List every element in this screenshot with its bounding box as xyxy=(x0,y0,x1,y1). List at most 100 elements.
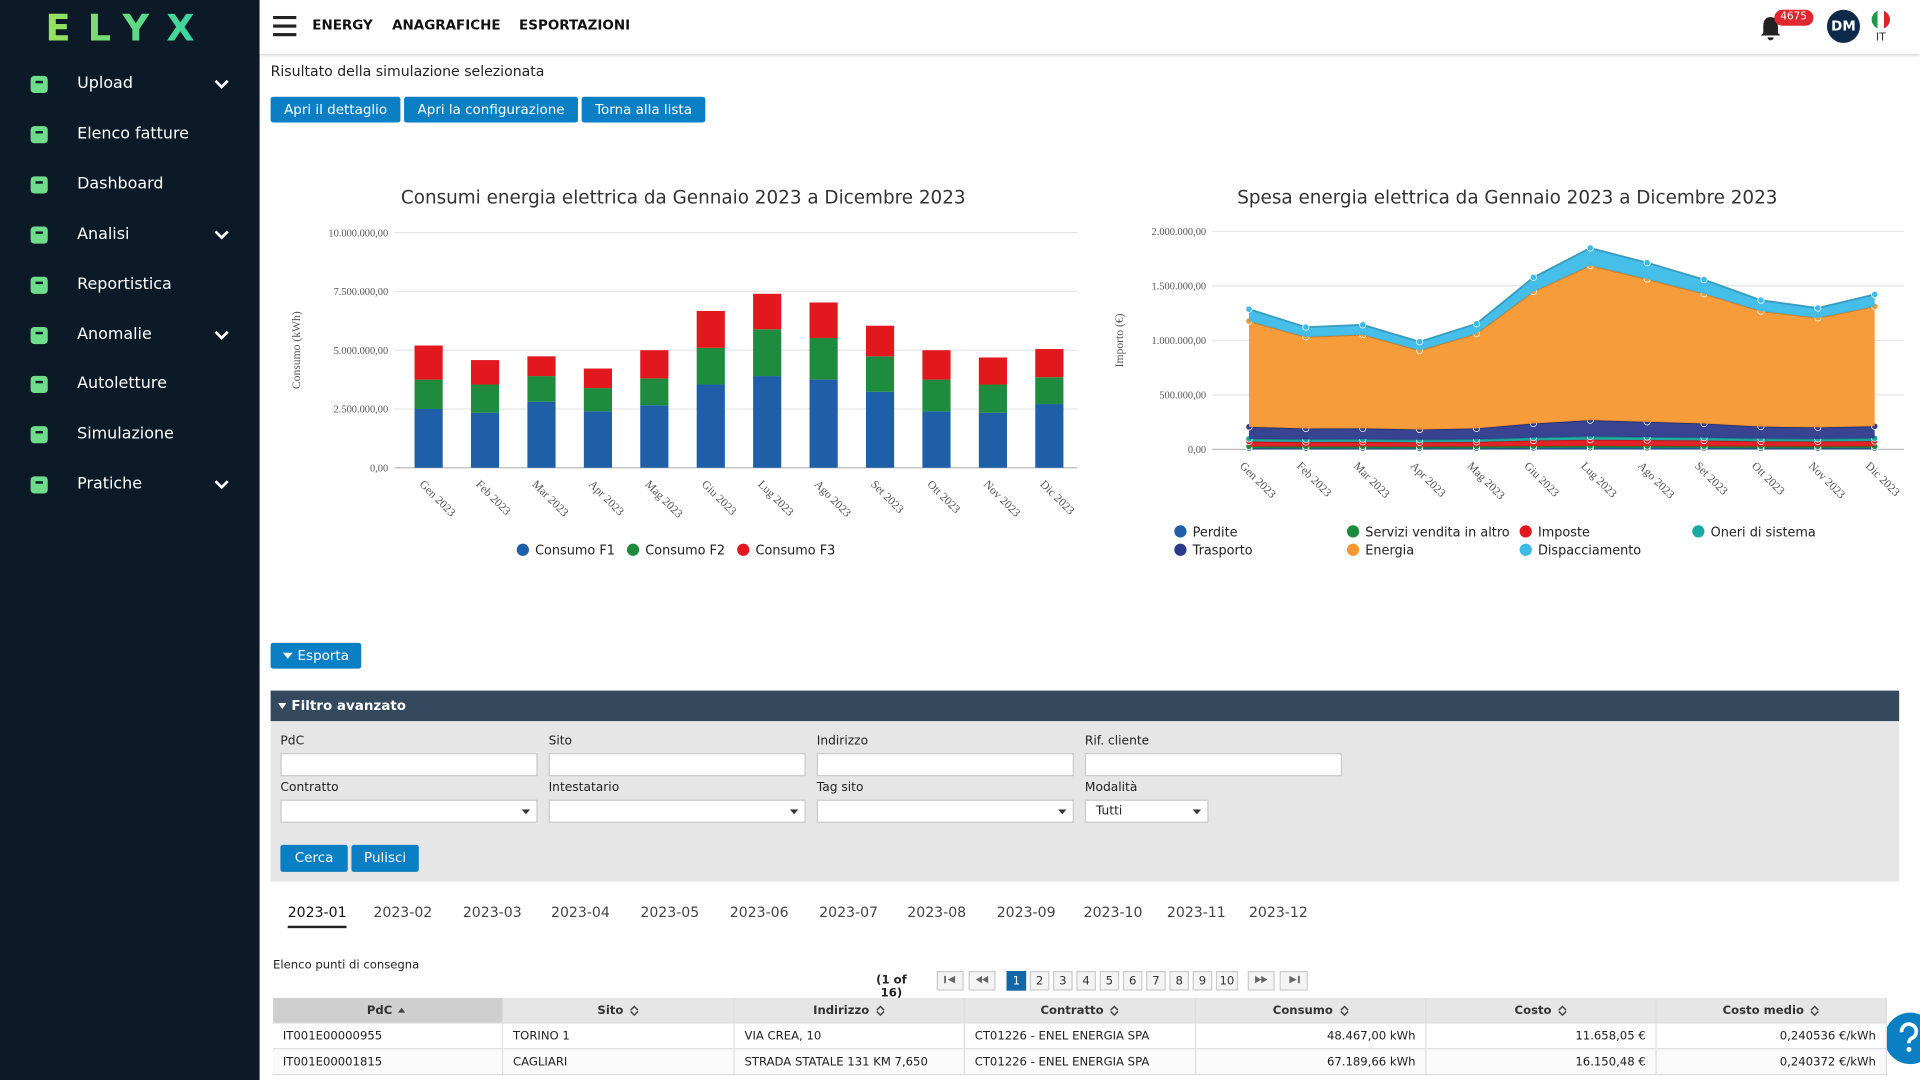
text-input[interactable] xyxy=(549,753,806,776)
bar xyxy=(697,311,725,348)
x-tick-label: Apr 2023 xyxy=(586,478,627,519)
tab[interactable]: 2023-06 xyxy=(730,904,789,926)
legend-swatch xyxy=(1692,525,1704,537)
column-label: Contratto xyxy=(1040,1004,1103,1017)
point-marker xyxy=(1360,322,1366,328)
select-input[interactable] xyxy=(280,800,537,823)
field-label: Intestatario xyxy=(549,781,620,794)
page-number[interactable]: 6 xyxy=(1123,971,1143,991)
tab[interactable]: 2023-05 xyxy=(640,904,699,926)
tab[interactable]: 2023-09 xyxy=(997,904,1056,926)
point-marker xyxy=(1815,305,1821,311)
x-tick-label: Ago 2023 xyxy=(812,478,854,520)
column-header[interactable]: Costo medio xyxy=(1657,998,1887,1024)
table-cell: 11.658,05 € xyxy=(1427,1024,1657,1050)
bar xyxy=(697,348,725,385)
export-button[interactable]: Esporta xyxy=(271,643,362,669)
legend-swatch xyxy=(1347,525,1359,537)
page-number[interactable]: 2 xyxy=(1030,971,1050,991)
next-page[interactable] xyxy=(1248,971,1275,991)
page-number[interactable]: 9 xyxy=(1193,971,1213,991)
page-number[interactable]: 8 xyxy=(1169,971,1189,991)
page-number[interactable]: 10 xyxy=(1216,971,1238,991)
bar xyxy=(415,409,443,468)
page-number[interactable]: 4 xyxy=(1076,971,1096,991)
point-marker xyxy=(1587,245,1593,251)
sort-shape xyxy=(1340,1007,1347,1016)
x-tick-label: Nov 2023 xyxy=(981,478,1023,520)
pager-summary: (1 of 16) xyxy=(864,973,918,1000)
table-caption: Elenco punti di consegna xyxy=(273,959,419,972)
filter-button[interactable]: Pulisci xyxy=(351,845,418,872)
table-cell: STRADA STATALE 131 KM 7,650 xyxy=(735,1049,965,1075)
select-input[interactable] xyxy=(549,800,806,823)
column-header[interactable]: Costo xyxy=(1427,998,1657,1024)
bar xyxy=(584,388,612,411)
bar xyxy=(640,350,668,378)
tab[interactable]: 2023-12 xyxy=(1249,904,1308,926)
point-marker xyxy=(1872,291,1878,297)
chart-title: Spesa energia elettrica da Gennaio 2023 … xyxy=(1237,187,1777,208)
x-tick-label: Giu 2023 xyxy=(1521,459,1561,499)
y-tick-label: 1.500.000,00 xyxy=(1152,282,1207,293)
sort-shape xyxy=(398,1008,405,1013)
column-header[interactable]: Indirizzo xyxy=(735,998,965,1024)
last-page[interactable] xyxy=(1280,971,1308,991)
sort-icon xyxy=(1339,1005,1349,1016)
active-tab[interactable]: 2023-01 xyxy=(288,904,347,928)
table-cell: 67.189,66 kWh xyxy=(1196,1049,1426,1075)
tab[interactable]: 2023-08 xyxy=(907,904,966,926)
x-tick-label: Ott 2023 xyxy=(1749,459,1787,497)
tab[interactable]: 2023-11 xyxy=(1167,904,1226,926)
tab[interactable]: 2023-02 xyxy=(373,904,432,926)
bar xyxy=(415,380,443,409)
point-marker xyxy=(1758,297,1764,303)
bar xyxy=(527,402,555,468)
y-tick-label: 2.500.000,00 xyxy=(334,405,389,416)
field-label: Contratto xyxy=(280,781,338,794)
page-number[interactable]: 3 xyxy=(1053,971,1073,991)
field-label: Indirizzo xyxy=(817,735,868,748)
table-cell: VIA CREA, 10 xyxy=(735,1024,965,1050)
column-header[interactable]: Consumo xyxy=(1196,998,1426,1024)
point-marker xyxy=(1644,260,1650,266)
column-header[interactable]: PdC xyxy=(273,998,503,1024)
bar xyxy=(979,413,1007,468)
previous-page[interactable] xyxy=(969,971,996,991)
tab[interactable]: 2023-07 xyxy=(819,904,878,926)
filter-button[interactable]: Cerca xyxy=(280,845,347,872)
page-number[interactable]: 5 xyxy=(1100,971,1120,991)
point-marker xyxy=(1473,321,1479,327)
action-button[interactable]: Torna alla lista xyxy=(582,97,706,123)
tab[interactable]: 2023-04 xyxy=(551,904,610,926)
arrow-shape xyxy=(790,809,799,814)
first-page[interactable] xyxy=(937,971,964,991)
tab[interactable]: 2023-03 xyxy=(463,904,522,926)
filter-header[interactable]: Filtro avanzato xyxy=(271,691,1900,722)
select-input[interactable]: Tutti xyxy=(1085,800,1209,823)
tab[interactable]: 2023-10 xyxy=(1084,904,1143,926)
x-tick-label: Ago 2023 xyxy=(1635,459,1677,501)
bar xyxy=(1035,349,1063,377)
bar xyxy=(979,357,1007,384)
legend-swatch xyxy=(1347,544,1359,556)
text-input[interactable] xyxy=(280,753,537,776)
table-cell: TORINO 1 xyxy=(503,1024,734,1050)
help-button[interactable] xyxy=(1883,1011,1920,1065)
action-button[interactable]: Apri il dettaglio xyxy=(271,97,401,123)
select-arrow xyxy=(1058,809,1067,815)
y-tick-label: 500.000,00 xyxy=(1159,391,1206,402)
select-input[interactable] xyxy=(817,800,1074,823)
bar xyxy=(415,346,443,380)
column-header[interactable]: Sito xyxy=(503,998,734,1024)
x-tick-label: Set 2023 xyxy=(868,478,906,516)
action-button[interactable]: Apri la configurazione xyxy=(404,97,578,123)
table-cell: 0,240536 €/kWh xyxy=(1657,1024,1887,1050)
text-input[interactable] xyxy=(1085,753,1342,776)
legend-swatch xyxy=(1174,525,1186,537)
current-page[interactable]: 1 xyxy=(1007,971,1027,991)
page-number[interactable]: 7 xyxy=(1146,971,1166,991)
column-header[interactable]: Contratto xyxy=(965,998,1196,1024)
x-tick-label: Feb 2023 xyxy=(473,478,513,518)
text-input[interactable] xyxy=(817,753,1074,776)
